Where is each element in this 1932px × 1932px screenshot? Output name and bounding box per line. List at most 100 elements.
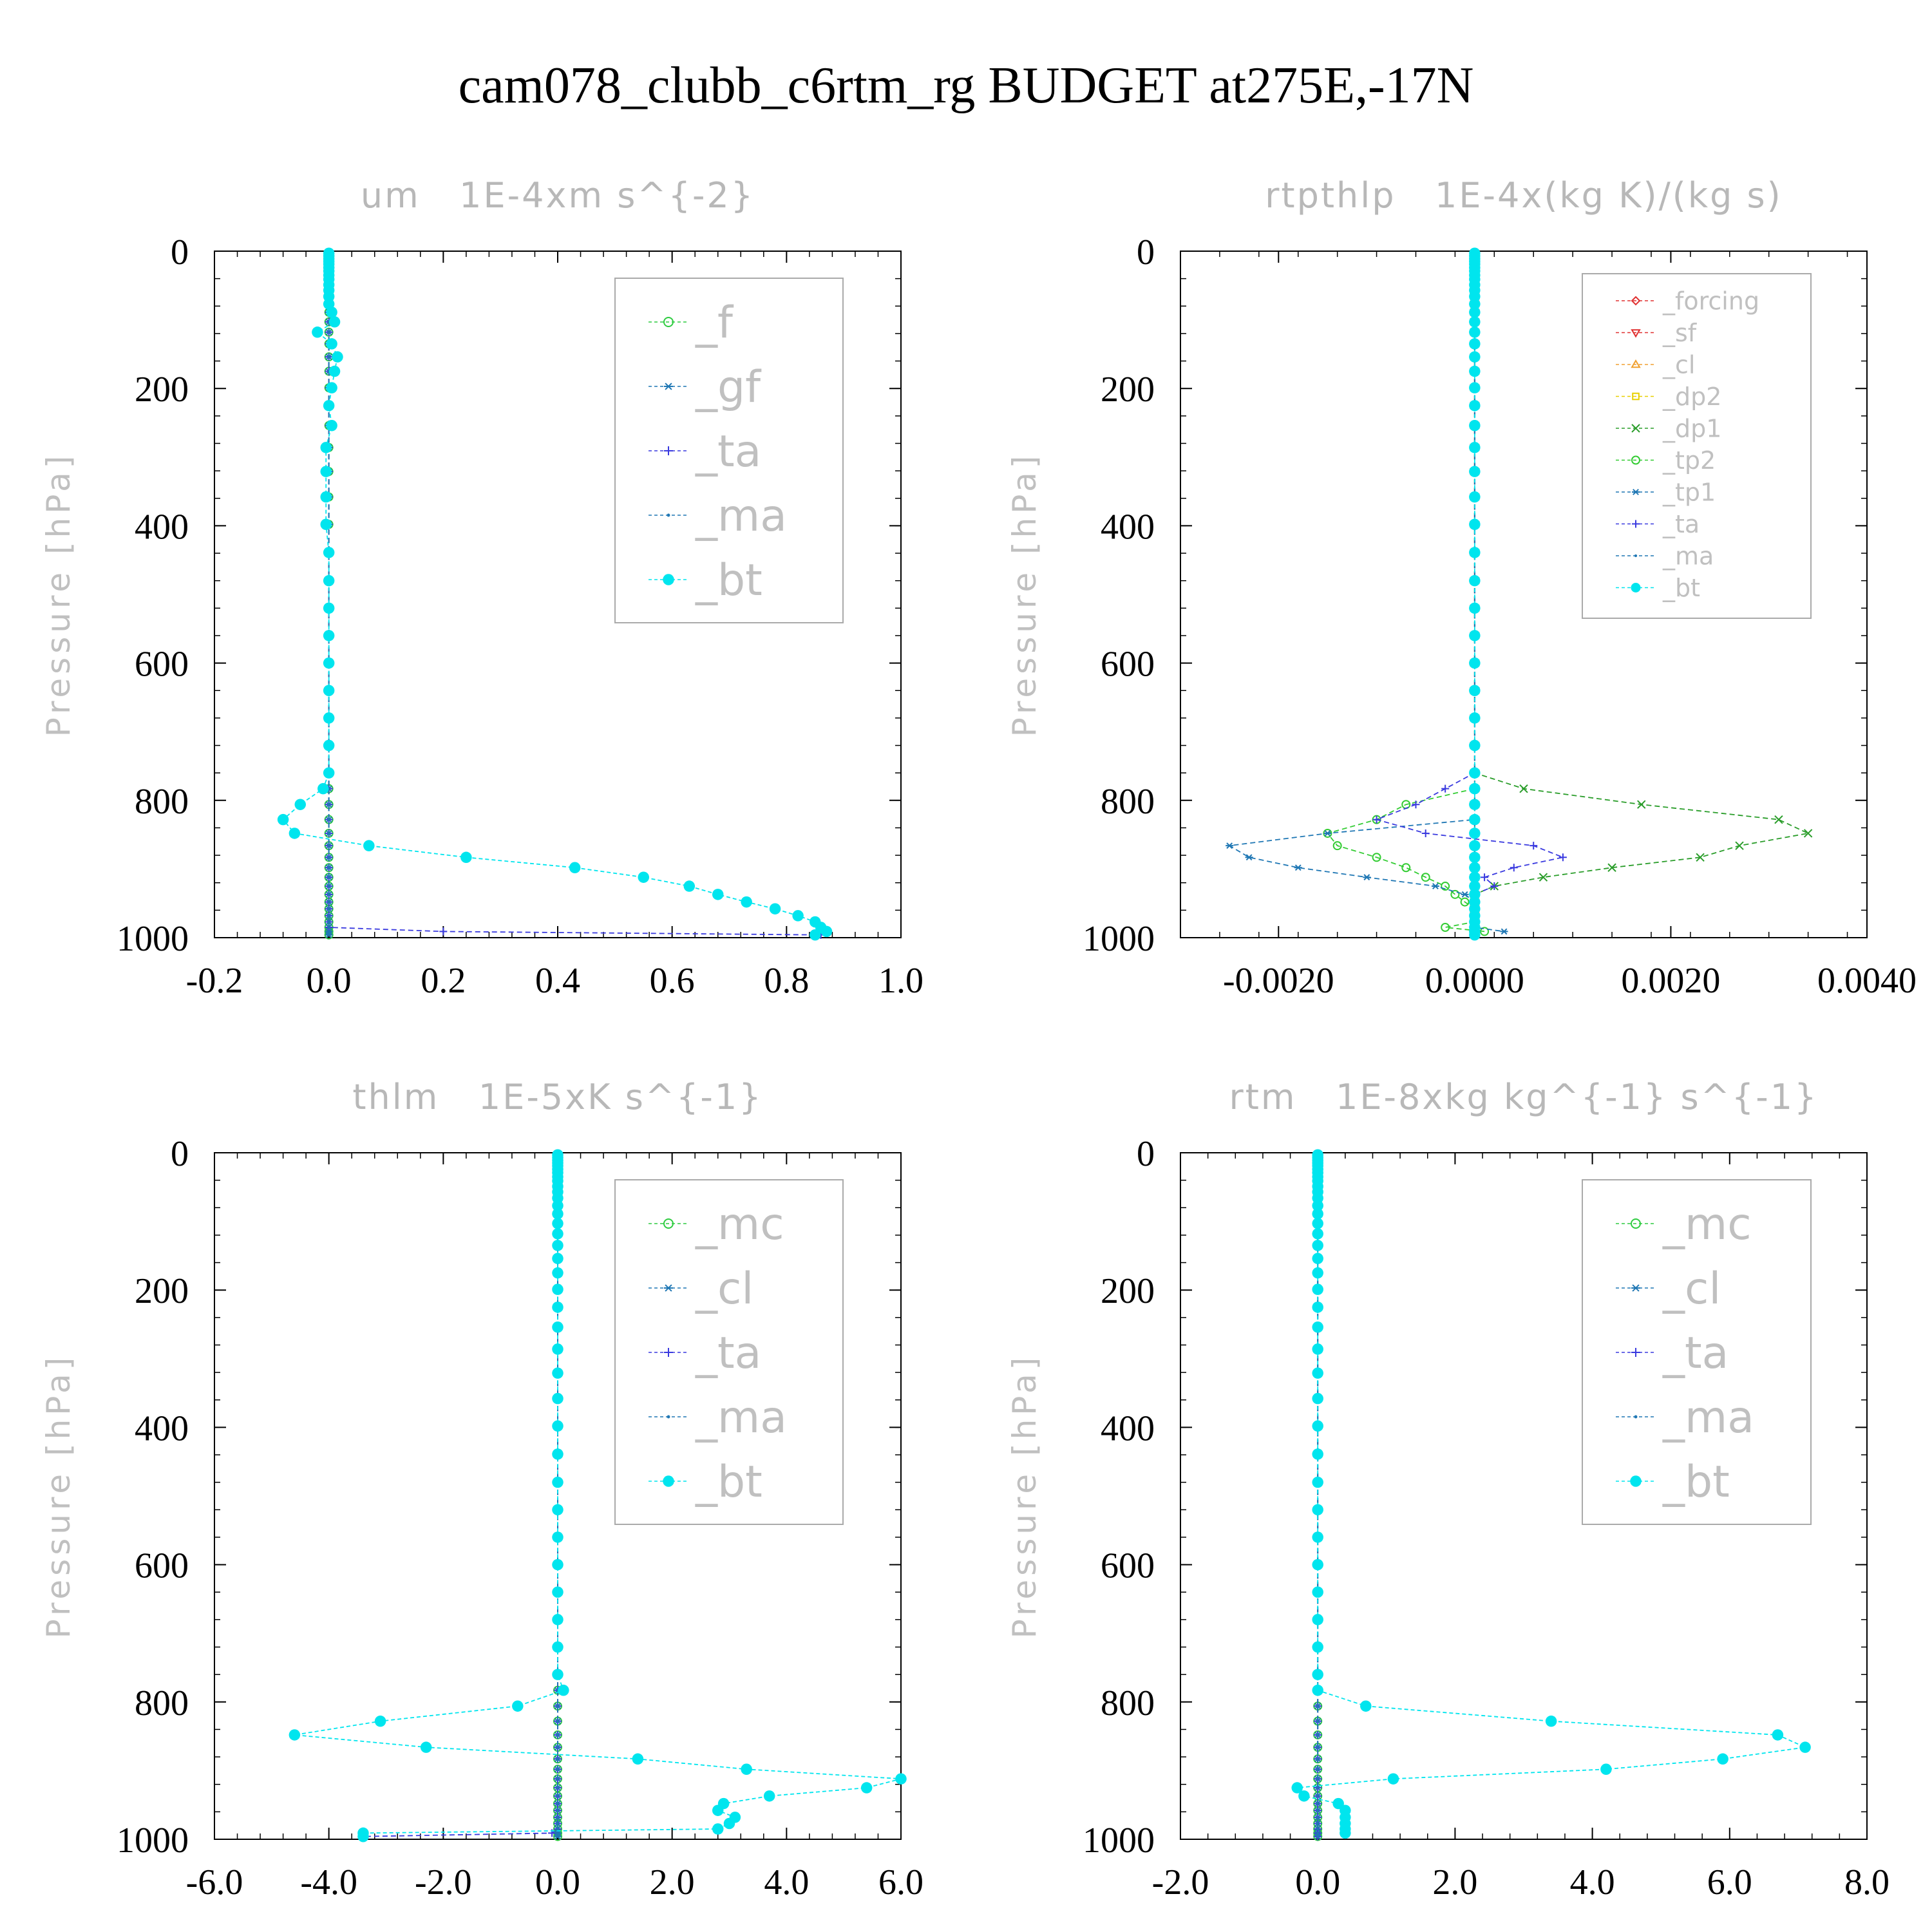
data-point [1421, 829, 1430, 837]
data-point [328, 316, 341, 328]
data-point [1312, 1476, 1323, 1488]
data-point [1469, 420, 1481, 431]
legend-box [1582, 273, 1812, 619]
data-point [1469, 466, 1481, 477]
data-point [1469, 712, 1481, 724]
y-tick-label: 1000 [117, 1821, 189, 1861]
data-point [556, 1802, 560, 1805]
data-point [1469, 767, 1481, 779]
data-point [277, 813, 289, 826]
legend-label: _sf [1662, 319, 1698, 347]
data-point [323, 547, 335, 558]
data-point [326, 420, 337, 431]
x-tick-label: 8.0 [1844, 1862, 1889, 1902]
data-point [1316, 1809, 1320, 1812]
data-point [1545, 1715, 1557, 1727]
data-point [327, 818, 330, 821]
data-point [1316, 1827, 1320, 1831]
data-point [552, 1267, 564, 1279]
data-point [741, 896, 752, 908]
data-point [1312, 1558, 1323, 1571]
legend-box [1582, 1179, 1812, 1525]
series-ta [359, 1151, 562, 1841]
legend-label: _mc [1662, 1199, 1752, 1250]
data-point [1469, 862, 1481, 874]
data-point [552, 1669, 564, 1680]
data-point [1431, 883, 1439, 889]
data-point [1312, 1228, 1323, 1240]
x-tick-label: 0.8 [764, 961, 809, 1001]
data-point [638, 871, 649, 883]
data-point [1500, 928, 1508, 935]
data-point [1441, 784, 1450, 793]
data-point [1441, 882, 1450, 891]
data-point [1363, 874, 1371, 881]
data-point [1323, 830, 1332, 837]
data-point [323, 400, 335, 412]
data-point [1469, 518, 1481, 531]
data-point [1312, 1641, 1323, 1653]
legend-label: _bt [1662, 1457, 1730, 1508]
data-point [552, 1253, 564, 1264]
series-tp2 [1323, 249, 1490, 936]
data-point [326, 307, 337, 318]
data-point [1312, 1321, 1323, 1333]
data-point [1291, 1782, 1303, 1794]
legend-label: _bt [695, 1457, 762, 1508]
data-point [327, 844, 330, 848]
data-point [792, 910, 804, 922]
x-tick-label: 0.6 [650, 961, 695, 1001]
data-point [1294, 864, 1302, 871]
data-point [552, 1504, 564, 1516]
data-point [552, 1228, 564, 1240]
data-point [552, 1367, 564, 1379]
series-bt [1291, 1149, 1811, 1839]
legend-label: _dp2 [1662, 383, 1721, 411]
data-point [1360, 1700, 1372, 1712]
data-point [1469, 602, 1481, 614]
y-tick-label: 800 [135, 782, 189, 822]
x-tick-label: 0.0 [307, 961, 352, 1001]
data-point [763, 1790, 775, 1802]
data-point [556, 1815, 560, 1819]
data-point [1312, 1208, 1323, 1220]
data-point [1481, 873, 1489, 882]
data-point [1226, 842, 1234, 849]
legend: _f _gf _ta _ma _bt [614, 278, 844, 623]
legend-marker [1631, 1348, 1640, 1357]
data-point [327, 355, 330, 359]
data-point [1469, 880, 1481, 892]
data-point [1469, 351, 1481, 363]
x-tick-label: 0.0 [535, 1862, 580, 1902]
data-point [1312, 1614, 1323, 1625]
x-tick-label: 2.0 [650, 1862, 695, 1902]
legend-marker [667, 513, 670, 517]
data-point [552, 1476, 564, 1488]
data-point [1469, 442, 1481, 453]
data-point [1735, 841, 1744, 850]
data-point [1490, 882, 1499, 891]
data-point [552, 1240, 564, 1251]
y-axis-label: Pressure [hPa] [40, 1354, 77, 1639]
data-point [556, 1757, 560, 1761]
data-point [327, 907, 330, 911]
data-point [1401, 863, 1411, 873]
data-point [327, 914, 330, 917]
x-tick-label: 0.4 [535, 961, 580, 1001]
data-point [1421, 873, 1430, 882]
legend-marker [664, 383, 673, 390]
data-point [552, 1531, 564, 1543]
x-tick-label: -6.0 [186, 1862, 243, 1902]
data-point [1312, 1240, 1323, 1251]
data-point [1316, 1832, 1320, 1835]
data-point [1469, 547, 1481, 558]
data-point [1316, 1757, 1320, 1761]
legend-marker [663, 574, 674, 585]
data-point [327, 925, 330, 929]
data-point [1441, 923, 1450, 933]
data-point [1312, 1684, 1323, 1696]
legend-label: _forcing [1662, 287, 1759, 315]
data-point [512, 1700, 524, 1712]
data-point [357, 1830, 369, 1842]
